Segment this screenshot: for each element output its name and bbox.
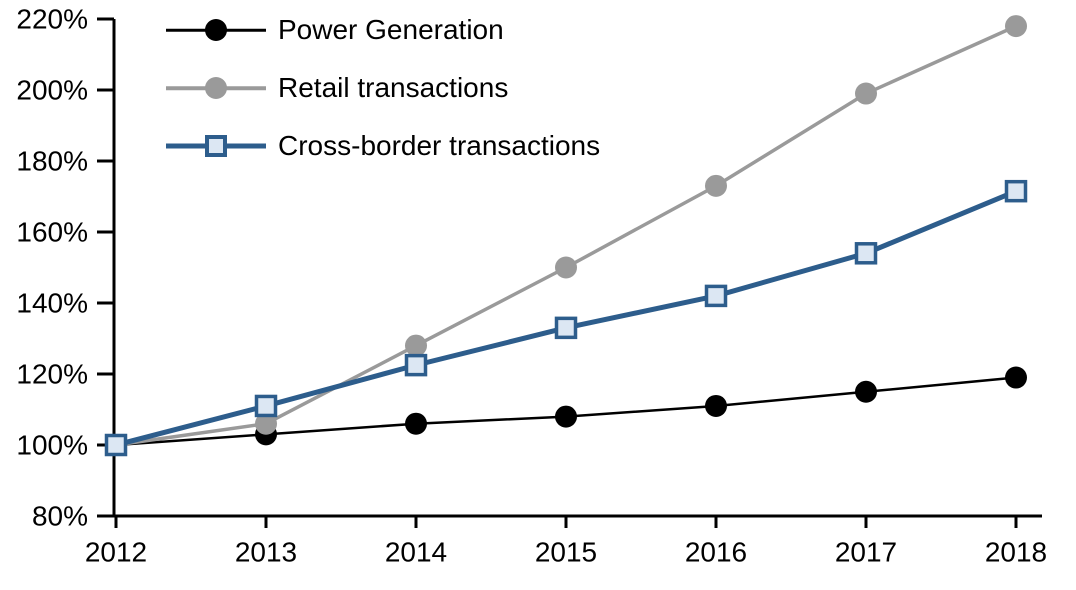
y-tick-label: 140% — [16, 288, 88, 319]
legend-item-retail-transactions: Retail transactions — [166, 72, 509, 103]
data-point-cross-border-transactions — [404, 353, 428, 377]
y-tick-label: 220% — [16, 4, 88, 35]
legend-marker-retail-transactions — [205, 77, 227, 99]
legend-item-cross-border-transactions: Cross-border transactions — [166, 130, 601, 161]
y-tick-label: 160% — [16, 217, 88, 248]
data-point-retail-transactions — [1005, 15, 1027, 38]
y-tick-label: 180% — [16, 146, 88, 177]
data-point-retail-transactions — [855, 82, 877, 105]
x-tick-label: 2013 — [235, 537, 297, 568]
data-point-retail-transactions — [255, 412, 277, 435]
legend-marker-cross-border-transactions — [205, 135, 227, 157]
legend-sample-cross-border-transactions — [166, 134, 266, 158]
x-tick-label: 2015 — [535, 537, 597, 568]
legend-marker-power-generation — [205, 19, 227, 41]
legend-label-power-generation: Power Generation — [278, 14, 504, 45]
data-point-retail-transactions — [405, 334, 427, 357]
x-tick-label: 2017 — [835, 537, 897, 568]
data-point-power-generation — [705, 394, 727, 417]
data-point-power-generation — [1005, 366, 1027, 389]
y-tick-label: 120% — [16, 359, 88, 390]
legend-label-retail-transactions: Retail transactions — [278, 72, 509, 103]
y-tick-label: 100% — [16, 430, 88, 461]
legend-sample-retail-transactions — [166, 76, 266, 100]
y-tick-label: 200% — [16, 75, 88, 106]
data-point-cross-border-transactions — [554, 316, 578, 340]
x-tick-label: 2018 — [985, 537, 1047, 568]
y-tick-label: 80% — [32, 501, 88, 532]
legend-sample-power-generation — [166, 18, 266, 42]
data-point-power-generation — [405, 412, 427, 435]
data-point-power-generation — [855, 380, 877, 403]
data-point-cross-border-transactions — [1004, 179, 1028, 203]
legend-item-power-generation: Power Generation — [166, 14, 504, 45]
x-tick-label: 2014 — [385, 537, 447, 568]
data-point-cross-border-transactions — [254, 394, 278, 418]
x-tick-label: 2012 — [85, 537, 147, 568]
data-point-retail-transactions — [705, 174, 727, 197]
legend-label-cross-border-transactions: Cross-border transactions — [278, 130, 601, 161]
x-tick-label: 2016 — [685, 537, 747, 568]
data-point-cross-border-transactions — [104, 433, 128, 457]
data-point-retail-transactions — [555, 256, 577, 279]
data-point-cross-border-transactions — [854, 242, 878, 265]
data-point-cross-border-transactions — [704, 284, 728, 308]
data-point-power-generation — [555, 405, 577, 428]
